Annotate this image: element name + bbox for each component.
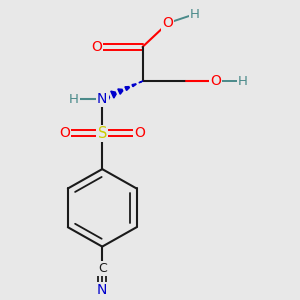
Text: H: H [238, 75, 248, 88]
Polygon shape [139, 81, 142, 83]
Text: H: H [69, 93, 79, 106]
Text: S: S [98, 126, 107, 141]
Polygon shape [118, 89, 123, 94]
Text: N: N [97, 92, 107, 106]
Text: O: O [163, 16, 173, 30]
Text: N: N [97, 284, 107, 297]
Text: H: H [190, 8, 200, 21]
Polygon shape [132, 84, 136, 87]
Text: O: O [134, 126, 145, 140]
Text: C: C [98, 262, 106, 275]
Text: O: O [210, 74, 221, 88]
Polygon shape [104, 93, 110, 102]
Polygon shape [125, 87, 129, 91]
Text: O: O [59, 126, 70, 140]
Text: O: O [91, 40, 102, 54]
Polygon shape [111, 91, 116, 98]
